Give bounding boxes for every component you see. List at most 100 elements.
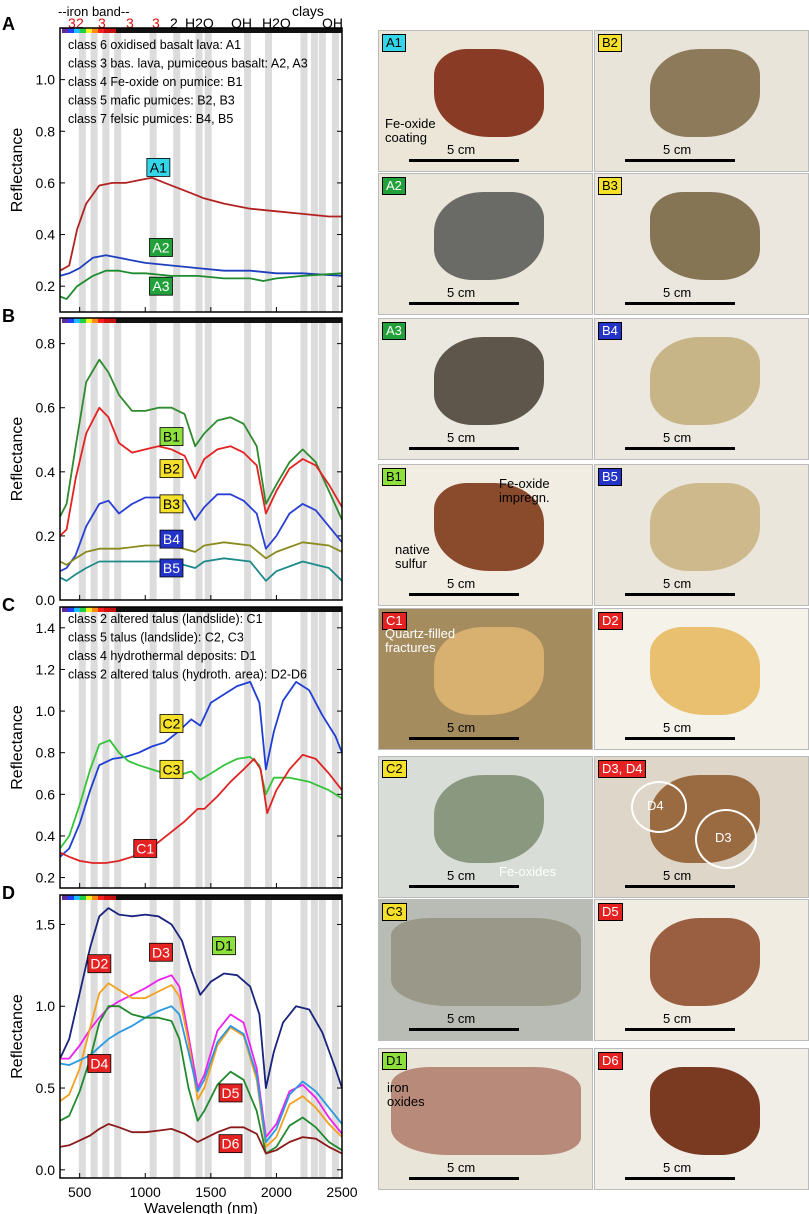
- curve-label-text: D3: [152, 944, 170, 960]
- sample-tag-B5: B5: [598, 468, 622, 486]
- curve-label-text: B4: [163, 531, 180, 547]
- absorption-band: [331, 607, 339, 888]
- sample-photo: B2 5 cm: [594, 30, 809, 172]
- absorption-band: [195, 28, 203, 312]
- absorption-band: [244, 318, 252, 600]
- sample-tag-D5: D5: [598, 903, 623, 921]
- scale-label: 5 cm: [663, 1011, 692, 1026]
- absorption-band: [318, 895, 326, 1178]
- class-legend-line: class 6 oxidised basalt lava: A1: [68, 38, 241, 52]
- visible-spectrum-swatch: [80, 318, 86, 323]
- absorption-band: [78, 28, 86, 312]
- curve-label-text: B1: [163, 429, 180, 445]
- iron-band-mark: 3: [68, 15, 76, 31]
- annotation: Fe-oxide impregn.: [499, 476, 550, 505]
- rock-sample: [650, 627, 760, 715]
- scale-label: 5 cm: [663, 1160, 692, 1175]
- absorption-band: [102, 895, 110, 1178]
- absorption-band: [318, 28, 326, 312]
- visible-spectrum-swatch: [92, 895, 98, 900]
- scale-bar: [409, 737, 519, 740]
- scale-label: 5 cm: [447, 1011, 476, 1026]
- y-tick-label: 0.6: [36, 786, 56, 802]
- absorption-band: [149, 895, 157, 1178]
- absorption-band: [114, 895, 122, 1178]
- class-legend-line: class 2 altered talus (landslide): C1: [68, 612, 263, 626]
- absorption-band: [310, 318, 318, 600]
- curve-label-B4: [159, 529, 184, 549]
- scale-bar: [625, 1028, 735, 1031]
- scale-bar: [409, 447, 519, 450]
- y-axis-label: Reflectance: [9, 705, 26, 790]
- absorption-band: [173, 318, 181, 600]
- x-tick-label: 2000: [261, 1184, 292, 1200]
- scale-bar: [625, 885, 735, 888]
- visible-spectrum-swatch: [86, 318, 92, 323]
- h2o-label: H2O: [185, 15, 214, 31]
- absorption-band: [114, 28, 122, 312]
- visible-spectrum-swatch: [98, 318, 104, 323]
- absorption-band: [318, 607, 326, 888]
- absorption-band: [90, 895, 98, 1178]
- sample-tag-B2: B2: [598, 34, 622, 52]
- series-line-D6: [59, 1123, 343, 1155]
- plot-frame: [59, 606, 343, 889]
- scale-bar: [409, 593, 519, 596]
- scale-label: 5 cm: [663, 720, 692, 735]
- visible-spectrum-swatch: [74, 318, 80, 323]
- series-line-B3: [59, 493, 343, 573]
- plot-frame: [59, 317, 343, 601]
- scale-bar: [409, 302, 519, 305]
- sample-tag-C2: C2: [382, 760, 407, 778]
- absorption-band: [300, 895, 308, 1178]
- series-line-B1: [59, 358, 343, 521]
- sample-tag-B3: B3: [598, 177, 622, 195]
- curve-label-text: A3: [152, 278, 169, 294]
- scale-label: 5 cm: [447, 720, 476, 735]
- absorption-band: [114, 318, 122, 600]
- curve-label-text: B2: [163, 461, 180, 477]
- absorption-band: [90, 318, 98, 600]
- y-tick-label: 0.6: [36, 400, 56, 416]
- sample-photo: B4 5 cm: [594, 318, 809, 460]
- series-line-C3: [59, 739, 343, 850]
- y-tick-label: 1.4: [36, 620, 56, 636]
- curve-label-text: C1: [136, 840, 154, 856]
- curve-label-D2: [87, 954, 112, 974]
- visible-spectrum-swatch: [80, 607, 86, 612]
- absorption-band: [195, 318, 203, 600]
- absorption-band: [173, 607, 181, 888]
- visible-spectrum-swatch: [110, 318, 116, 323]
- sample-photo: D6 5 cm: [594, 1048, 809, 1190]
- absorption-band: [195, 607, 203, 888]
- sample-tag-D1: D1: [382, 1052, 407, 1070]
- scale-bar: [625, 302, 735, 305]
- absorption-band: [149, 607, 157, 888]
- absorption-band: [78, 318, 86, 600]
- annotation: Fe-oxides: [499, 864, 557, 879]
- scale-bar: [409, 159, 519, 162]
- scale-bar: [625, 447, 735, 450]
- panel-letter: B: [2, 306, 15, 326]
- visible-spectrum-swatch: [86, 28, 92, 33]
- series-line-A3: [59, 269, 343, 301]
- series-line-A2: [59, 254, 343, 277]
- series-line-B5: [59, 557, 343, 582]
- series-line-B2: [59, 406, 343, 537]
- panel-letter: C: [2, 595, 15, 615]
- absorption-band: [244, 607, 252, 888]
- absorption-band: [300, 607, 308, 888]
- infrared-strip: [116, 28, 342, 33]
- absorption-band: [78, 607, 86, 888]
- visible-spectrum-swatch: [62, 318, 68, 323]
- curve-label-D1: [212, 936, 236, 956]
- rock-sample: [391, 1067, 581, 1155]
- sample-photo: C3 5 cm: [378, 899, 593, 1041]
- scale-label: 5 cm: [447, 868, 476, 883]
- scale-label: 5 cm: [663, 430, 692, 445]
- curve-label-A1: [146, 158, 171, 177]
- curve-label-text: A2: [152, 239, 169, 255]
- sample-tag-B4: B4: [598, 322, 622, 340]
- curve-label-text: D5: [222, 1085, 240, 1101]
